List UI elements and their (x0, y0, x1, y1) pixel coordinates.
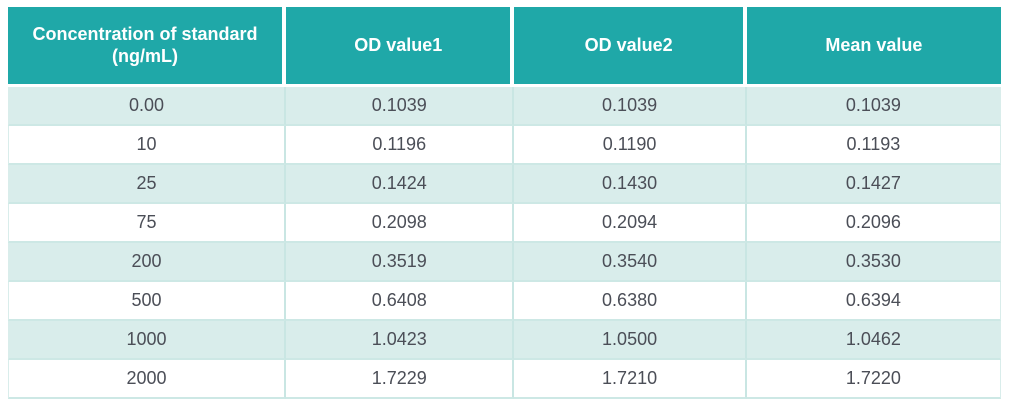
standards-table: Concentration of standard (ng/mL) OD val… (8, 7, 1001, 399)
cell-mean-value: 1.7220 (746, 360, 1001, 399)
table-row: 1000 1.0423 1.0500 1.0462 (8, 321, 1001, 360)
cell-od-value2: 1.7210 (514, 360, 747, 399)
table-row: 500 0.6408 0.6380 0.6394 (8, 282, 1001, 321)
cell-od-value1: 0.2098 (286, 204, 515, 243)
table-row: 200 0.3519 0.3540 0.3530 (8, 243, 1001, 282)
cell-mean-value: 0.2096 (746, 204, 1001, 243)
cell-concentration: 10 (8, 126, 287, 165)
cell-od-value1: 1.7229 (286, 360, 515, 399)
cell-concentration: 500 (8, 282, 287, 321)
column-header-od-value1: OD value1 (286, 7, 515, 87)
cell-od-value1: 0.1424 (286, 165, 515, 204)
table-row: 75 0.2098 0.2094 0.2096 (8, 204, 1001, 243)
cell-od-value2: 0.3540 (514, 243, 747, 282)
cell-od-value1: 0.3519 (286, 243, 515, 282)
cell-od-value2: 0.1430 (514, 165, 747, 204)
cell-concentration: 2000 (8, 360, 287, 399)
column-header-mean-value: Mean value (746, 7, 1001, 87)
cell-concentration: 1000 (8, 321, 287, 360)
header-row: Concentration of standard (ng/mL) OD val… (8, 7, 1001, 87)
cell-od-value1: 0.6408 (286, 282, 515, 321)
column-header-concentration: Concentration of standard (ng/mL) (8, 7, 287, 87)
cell-od-value1: 0.1196 (286, 126, 515, 165)
cell-od-value2: 1.0500 (514, 321, 747, 360)
cell-concentration: 200 (8, 243, 287, 282)
cell-mean-value: 0.1427 (746, 165, 1001, 204)
table-row: 25 0.1424 0.1430 0.1427 (8, 165, 1001, 204)
cell-od-value2: 0.2094 (514, 204, 747, 243)
cell-mean-value: 0.1039 (746, 87, 1001, 126)
cell-od-value2: 0.1039 (514, 87, 747, 126)
cell-mean-value: 0.3530 (746, 243, 1001, 282)
table-row: 2000 1.7229 1.7210 1.7220 (8, 360, 1001, 399)
cell-mean-value: 0.1193 (746, 126, 1001, 165)
cell-od-value1: 0.1039 (286, 87, 515, 126)
cell-od-value2: 0.1190 (514, 126, 747, 165)
cell-od-value1: 1.0423 (286, 321, 515, 360)
cell-mean-value: 1.0462 (746, 321, 1001, 360)
cell-mean-value: 0.6394 (746, 282, 1001, 321)
cell-concentration: 0.00 (8, 87, 287, 126)
table-row: 10 0.1196 0.1190 0.1193 (8, 126, 1001, 165)
cell-od-value2: 0.6380 (514, 282, 747, 321)
column-header-od-value2: OD value2 (514, 7, 747, 87)
cell-concentration: 75 (8, 204, 287, 243)
table-row: 0.00 0.1039 0.1039 0.1039 (8, 87, 1001, 126)
cell-concentration: 25 (8, 165, 287, 204)
